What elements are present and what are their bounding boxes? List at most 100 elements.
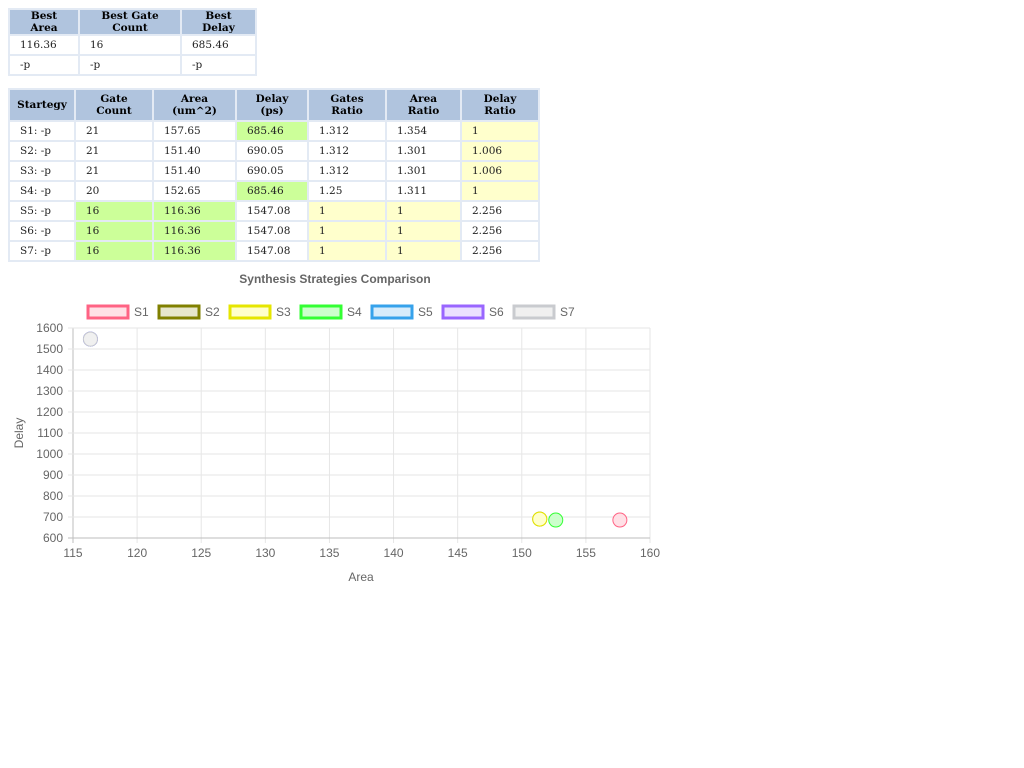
gate-count-cell: 21 — [76, 162, 152, 180]
area-cell: 157.65 — [154, 122, 235, 140]
scatter-chart: Synthesis Strategies Comparison S1 S2 S3 S4… — [12, 272, 660, 584]
delay-ratio-cell: 1 — [462, 182, 538, 200]
area-ratio-cell: 1.354 — [387, 122, 460, 140]
area-ratio-header: Area Ratio — [387, 90, 460, 120]
legend-item-s3[interactable]: S3 — [228, 304, 291, 320]
strategy-table: Startegy Gate Count Area (um^2) Delay (ps) Gate… — [8, 88, 540, 262]
strategy-header-row: Startegy Gate Count Area (um^2) Delay (ps) Gate… — [10, 90, 538, 120]
x-axis-label: Area — [348, 570, 374, 584]
best-area-value: 116.36 — [10, 36, 78, 54]
y-tick-label: 900 — [43, 468, 63, 482]
legend-label: S6 — [489, 305, 504, 319]
chart-grid — [68, 327, 651, 543]
x-tick-label: 150 — [512, 546, 532, 560]
area-ratio-header-line: Area — [409, 93, 438, 105]
strategy-cell: S3: -p — [10, 162, 74, 180]
table-row: S7: -p 16 116.36 1547.08 1 1 2.256 — [10, 242, 538, 260]
gate-count-cell: 16 — [76, 202, 152, 220]
strategy-cell: S7: -p — [10, 242, 74, 260]
point-s3[interactable] — [532, 511, 548, 527]
strategy-cell: S5: -p — [10, 202, 74, 220]
legend-swatch — [512, 304, 556, 320]
legend-item-s6[interactable]: S6 — [441, 304, 504, 320]
gate-count-cell: 21 — [76, 122, 152, 140]
area-ratio-cell: 1 — [387, 202, 460, 220]
best-area-header: Best Area — [10, 10, 78, 34]
legend-label: S3 — [276, 305, 291, 319]
strategy-cell: S4: -p — [10, 182, 74, 200]
legend-item-s4[interactable]: S4 — [299, 304, 362, 320]
y-tick-label: 1100 — [37, 426, 63, 440]
best-gate-count-header: Best Gate Count — [80, 10, 180, 34]
legend-item-s2[interactable]: S2 — [157, 304, 220, 320]
area-ratio-header-line: Ratio — [407, 105, 440, 117]
best-gate-count-value: 16 — [80, 36, 180, 54]
delay-cell: 1547.08 — [237, 222, 307, 240]
legend-label: S5 — [418, 305, 433, 319]
area-ratio-cell: 1 — [387, 222, 460, 240]
table-row: S6: -p 16 116.36 1547.08 1 1 2.256 — [10, 222, 538, 240]
best-delay-strategy: -p — [182, 56, 255, 74]
chart-title: Synthesis Strategies Comparison — [239, 272, 430, 286]
gate-count-cell: 21 — [76, 142, 152, 160]
area-cell: 151.40 — [154, 142, 235, 160]
y-tick-label: 600 — [43, 531, 63, 545]
legend-item-s7[interactable]: S7 — [512, 304, 575, 320]
best-gate-count-strategy: -p — [80, 56, 180, 74]
gates-ratio-cell: 1.312 — [309, 142, 385, 160]
table-row: S2: -p 21 151.40 690.05 1.312 1.301 1.006 — [10, 142, 538, 160]
delay-cell: 690.05 — [237, 142, 307, 160]
gates-ratio-cell: 1.312 — [309, 122, 385, 140]
x-tick-label: 160 — [640, 546, 660, 560]
chart-points — [82, 331, 628, 528]
gates-ratio-cell: 1.312 — [309, 162, 385, 180]
area-ratio-cell: 1.311 — [387, 182, 460, 200]
x-tick-label: 145 — [448, 546, 468, 560]
area-cell: 116.36 — [154, 202, 235, 220]
y-tick-label: 700 — [43, 510, 63, 524]
gate-count-header-line: Gate — [100, 93, 128, 105]
area-cell: 116.36 — [154, 242, 235, 260]
delay-ratio-cell: 2.256 — [462, 242, 538, 260]
gates-ratio-header: Gates Ratio — [309, 90, 385, 120]
area-ratio-cell: 1.301 — [387, 162, 460, 180]
gate-count-cell: 16 — [76, 242, 152, 260]
delay-cell: 685.46 — [237, 122, 307, 140]
delay-cell: 690.05 — [237, 162, 307, 180]
legend-item-s1[interactable]: S1 — [86, 304, 149, 320]
point-s4[interactable] — [548, 512, 564, 528]
table-row: S4: -p 20 152.65 685.46 1.25 1.311 1 — [10, 182, 538, 200]
table-row: S5: -p 16 116.36 1547.08 1 1 2.256 — [10, 202, 538, 220]
x-tick-label: 135 — [319, 546, 339, 560]
delay-ratio-header: Delay Ratio — [462, 90, 538, 120]
best-area-strategy: -p — [10, 56, 78, 74]
y-axis-ticks: 600 700 800 900 1000 1100 1200 1300 1400 1500 1600 — [36, 321, 63, 545]
area-header: Area (um^2) — [154, 90, 235, 120]
delay-cell: 685.46 — [237, 182, 307, 200]
delay-header-line: Delay — [255, 93, 289, 105]
chart-legend: S1 S2 S3 S4 S5 S6 S7 — [86, 304, 575, 320]
x-tick-label: 125 — [191, 546, 211, 560]
area-ratio-cell: 1.301 — [387, 142, 460, 160]
best-delay-value: 685.46 — [182, 36, 255, 54]
x-tick-label: 120 — [127, 546, 147, 560]
delay-ratio-cell: 2.256 — [462, 202, 538, 220]
strategy-cell: S1: -p — [10, 122, 74, 140]
y-tick-label: 1600 — [36, 321, 63, 335]
gates-ratio-cell: 1 — [309, 242, 385, 260]
x-tick-label: 155 — [576, 546, 596, 560]
x-tick-label: 115 — [63, 546, 82, 560]
legend-label: S7 — [560, 305, 575, 319]
point-s7[interactable] — [82, 331, 98, 347]
delay-header-line: (ps) — [260, 105, 284, 117]
delay-ratio-cell: 1.006 — [462, 142, 538, 160]
delay-ratio-header-line: Delay — [483, 93, 517, 105]
x-tick-label: 130 — [255, 546, 275, 560]
gate-count-header: Gate Count — [76, 90, 152, 120]
point-s1[interactable] — [612, 512, 628, 528]
y-tick-label: 800 — [43, 489, 63, 503]
legend-item-s5[interactable]: S5 — [370, 304, 433, 320]
y-tick-label: 1300 — [36, 384, 63, 398]
strategy-header: Startegy — [10, 90, 74, 120]
legend-swatch — [441, 304, 485, 320]
